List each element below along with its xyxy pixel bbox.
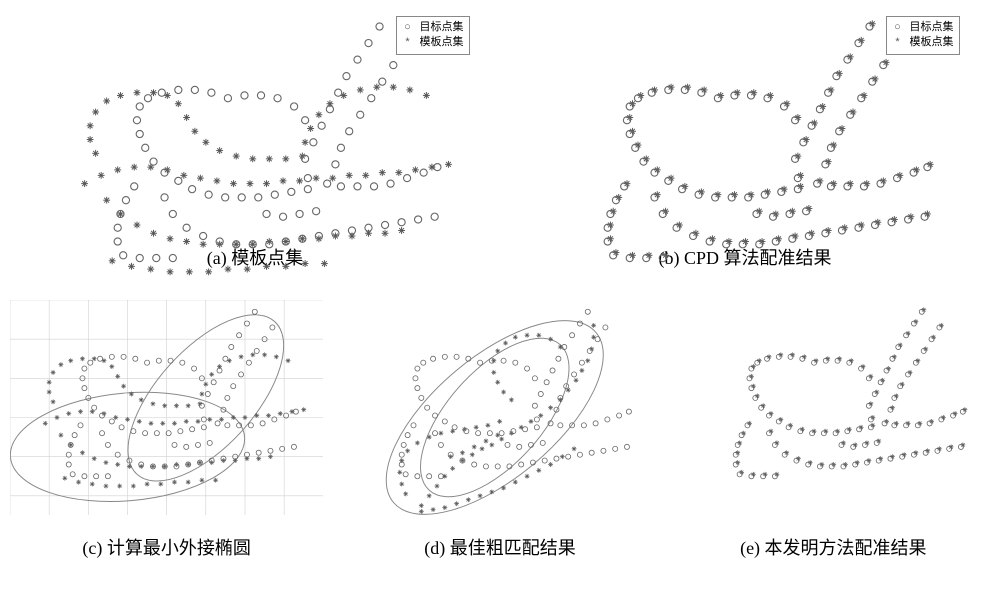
plot-a: ○ 目标点集 * 模板点集	[35, 10, 476, 240]
plot-e	[677, 300, 990, 530]
legend-a: ○ 目标点集 * 模板点集	[396, 16, 470, 55]
legend-row-star: * 模板点集	[892, 35, 954, 50]
svg-b	[525, 10, 966, 313]
legend-circle-icon: ○	[892, 20, 904, 35]
legend-row-circle: ○ 目标点集	[402, 20, 464, 35]
svg-d	[343, 300, 656, 515]
legend-b: ○ 目标点集 * 模板点集	[886, 16, 960, 55]
plot-b: ○ 目标点集 * 模板点集	[525, 10, 966, 240]
legend-star-icon: *	[892, 35, 904, 50]
svg-c	[10, 300, 323, 515]
caption-e: (e) 本发明方法配准结果	[740, 534, 926, 560]
top-row: ○ 目标点集 * 模板点集 (a) 模板点集 ○ 目标点集	[10, 10, 990, 290]
legend-circle-label: 目标点集	[420, 20, 464, 35]
legend-star-label: 模板点集	[910, 35, 954, 50]
plot-d	[343, 300, 656, 530]
panel-d: (d) 最佳粗匹配结果	[343, 300, 656, 580]
caption-d: (d) 最佳粗匹配结果	[424, 534, 576, 560]
caption-c: (c) 计算最小外接椭圆	[82, 534, 250, 560]
panel-a: ○ 目标点集 * 模板点集 (a) 模板点集	[35, 10, 476, 290]
legend-star-icon: *	[402, 35, 414, 50]
panel-b: ○ 目标点集 * 模板点集 (b) CPD 算法配准结果	[525, 10, 966, 290]
svg-e	[677, 300, 990, 515]
legend-row-star: * 模板点集	[402, 35, 464, 50]
panel-c: (c) 计算最小外接椭圆	[10, 300, 323, 580]
plot-c	[10, 300, 323, 530]
figure-grid: ○ 目标点集 * 模板点集 (a) 模板点集 ○ 目标点集	[10, 10, 990, 580]
legend-circle-icon: ○	[402, 20, 414, 35]
legend-star-label: 模板点集	[420, 35, 464, 50]
legend-row-circle: ○ 目标点集	[892, 20, 954, 35]
legend-circle-label: 目标点集	[910, 20, 954, 35]
svg-a	[35, 10, 476, 313]
panel-e: (e) 本发明方法配准结果	[677, 300, 990, 580]
